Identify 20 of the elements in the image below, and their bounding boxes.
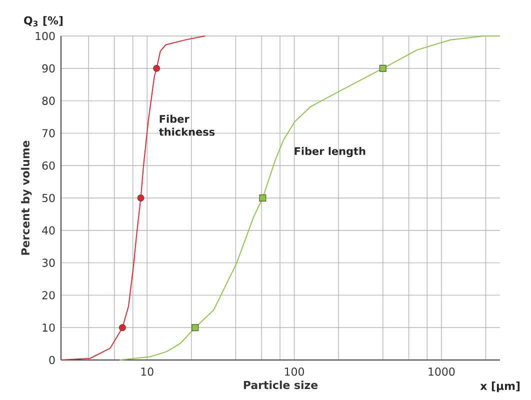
y-tick-label: 10 xyxy=(42,323,55,332)
y-tick-label: 20 xyxy=(42,291,55,300)
y-axis-title: Percent by volume xyxy=(21,140,32,255)
text: x [µm] xyxy=(480,382,520,392)
y-tick-label: 80 xyxy=(42,96,55,105)
series-label: Fiber thickness xyxy=(159,114,215,136)
x-tick-label: 10 xyxy=(141,368,154,376)
y-tick-label: 100 xyxy=(36,32,55,40)
x-tick-label: 1000 xyxy=(428,368,455,376)
series-label: Fiber length xyxy=(294,146,366,158)
y-tick-label: 0 xyxy=(49,356,55,364)
y-tick-label: 30 xyxy=(42,258,55,267)
y-tick-label: 60 xyxy=(42,161,55,170)
x-axis-title: Particle size xyxy=(244,380,318,390)
text: Q$_{3}$ [%] xyxy=(24,16,63,26)
y-tick-label: 40 xyxy=(42,226,55,235)
y-tick-label: 90 xyxy=(42,64,55,73)
y-tick-label: 50 xyxy=(42,194,55,202)
x-tick-label: 100 xyxy=(285,368,304,376)
y-tick-label: 70 xyxy=(42,129,55,138)
